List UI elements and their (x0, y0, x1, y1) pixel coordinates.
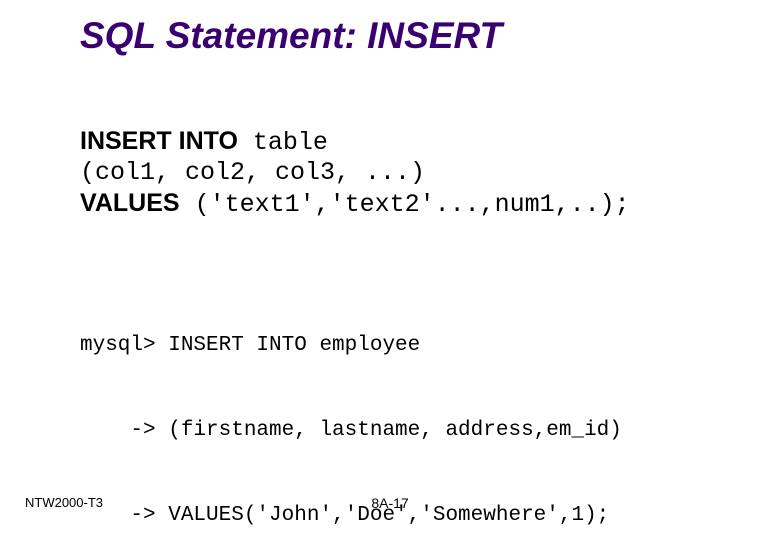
example-line-3: -> VALUES('John','Doe','Somewhere',1); (80, 502, 622, 530)
syntax-text-1: table (238, 128, 328, 157)
footer-page-number: 8A-17 (371, 495, 408, 511)
syntax-line-3: VALUES ('text1','text2'...,num1,..); (80, 188, 630, 220)
example-line-2: -> (firstname, lastname, address,em_id) (80, 417, 622, 445)
keyword-values: VALUES (80, 189, 180, 217)
syntax-block: INSERT INTO table (col1, col2, col3, ...… (80, 126, 630, 220)
syntax-line-2: (col1, col2, col3, ...) (80, 158, 630, 188)
slide: SQL Statement: INSERT INSERT INTO table … (0, 0, 780, 540)
footer-left: NTW2000-T3 (25, 495, 103, 510)
syntax-text-3: ('text1','text2'...,num1,..); (180, 190, 630, 219)
slide-title: SQL Statement: INSERT (80, 15, 502, 57)
example-block: mysql> INSERT INTO employee -> (firstnam… (80, 275, 622, 540)
syntax-line-1: INSERT INTO table (80, 126, 630, 158)
example-line-1: mysql> INSERT INTO employee (80, 332, 622, 360)
keyword-insert-into: INSERT INTO (80, 127, 238, 155)
